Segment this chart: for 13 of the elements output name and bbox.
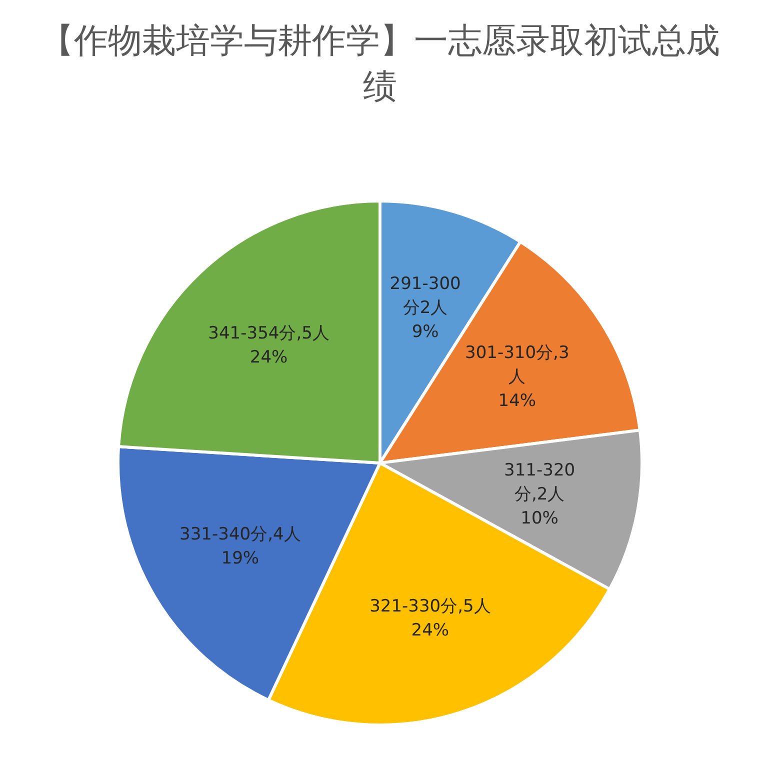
- slice-label: 341-354分,5人: [208, 324, 330, 344]
- data-label: 14%: [498, 390, 536, 411]
- data-label: 10%: [520, 508, 558, 528]
- data-label: 9%: [412, 322, 439, 342]
- slice-label: 291-300分2人: [390, 274, 461, 318]
- data-label: 19%: [221, 548, 260, 569]
- slice-label: 301-310分,3人: [465, 342, 570, 387]
- data-label: 24%: [250, 348, 288, 368]
- data-label: 24%: [411, 620, 450, 640]
- slice-label: 321-330分,5人: [370, 596, 491, 616]
- slice-label: 311-320分,2人: [504, 460, 576, 504]
- chart-title: 【作物栽培学与耕作学】一志愿录取初试总成绩: [40, 20, 720, 109]
- slice-label: 331-340分,4人: [180, 524, 301, 545]
